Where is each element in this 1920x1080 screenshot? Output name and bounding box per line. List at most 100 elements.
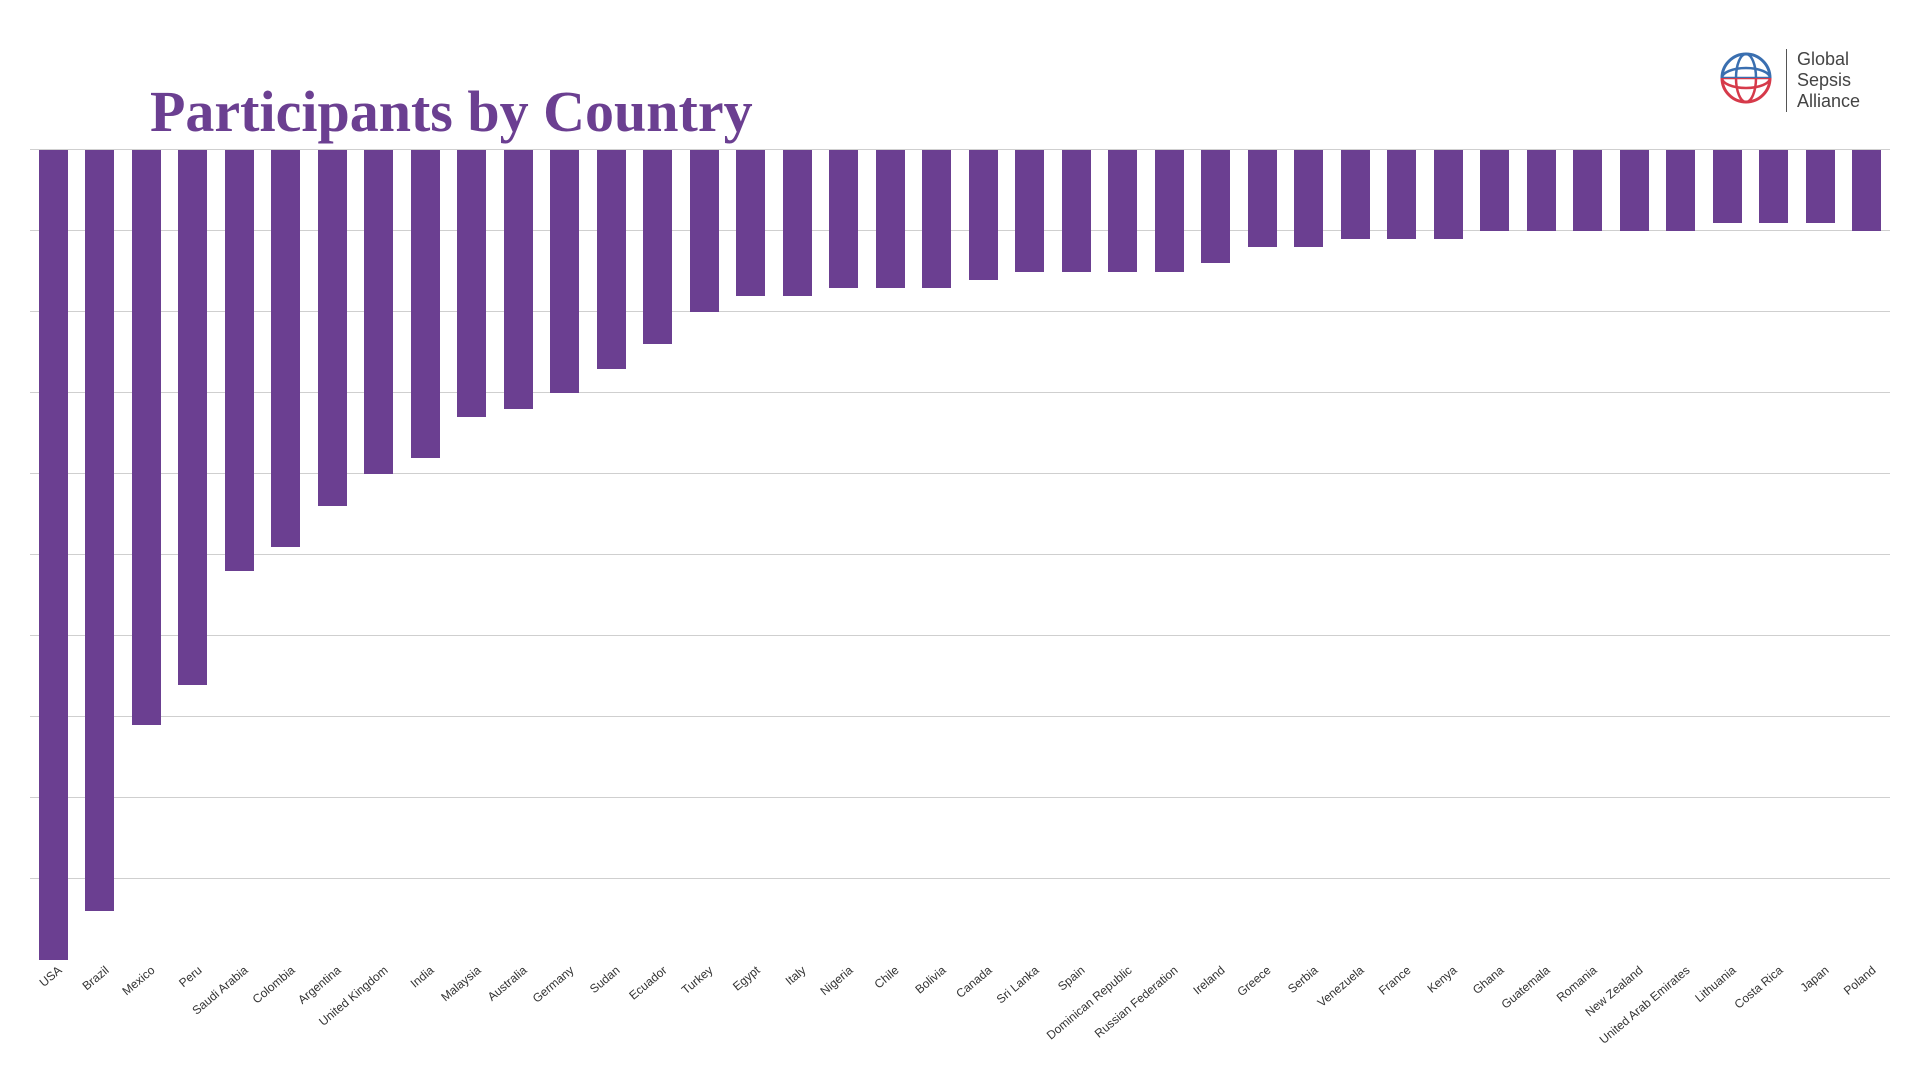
- bar: [783, 150, 812, 296]
- bar-wrap: Chile: [867, 150, 914, 960]
- chart-bars: USABrazilMexicoPeruSaudi ArabiaColombiaA…: [30, 150, 1890, 960]
- bar-wrap: France: [1379, 150, 1426, 960]
- bar-wrap: Sri Lanka: [1007, 150, 1054, 960]
- bar-label: Serbia: [1285, 963, 1321, 996]
- bar: [1434, 150, 1463, 239]
- bar-wrap: New Zealand: [1611, 150, 1658, 960]
- bar-wrap: Australia: [495, 150, 542, 960]
- bar: [1759, 150, 1788, 223]
- bar-wrap: Lithuania: [1704, 150, 1751, 960]
- bar-label: India: [408, 963, 437, 990]
- bar-label: United Arab Emirates: [1596, 963, 1692, 1047]
- bar-label: Sri Lanka: [993, 963, 1041, 1006]
- bar-wrap: Mexico: [123, 150, 170, 960]
- bar-wrap: Argentina: [309, 150, 356, 960]
- bar-wrap: Russian Federation: [1146, 150, 1193, 960]
- bar-label: Ghana: [1470, 963, 1507, 997]
- bar: [1341, 150, 1370, 239]
- bar-wrap: Canada: [960, 150, 1007, 960]
- bar-wrap: Italy: [774, 150, 821, 960]
- bar-wrap: Serbia: [1286, 150, 1333, 960]
- bar: [1201, 150, 1230, 263]
- bar-label: Egypt: [730, 963, 763, 993]
- bar: [271, 150, 300, 547]
- bar-wrap: Kenya: [1425, 150, 1472, 960]
- bar-label: Dominican Republic: [1044, 963, 1135, 1042]
- bar: [1015, 150, 1044, 272]
- globe-icon: [1716, 48, 1776, 113]
- bar: [1108, 150, 1137, 272]
- bar-label: Poland: [1841, 963, 1879, 998]
- brand-logo: Global Sepsis Alliance: [1716, 48, 1860, 113]
- bar-label: Greece: [1235, 963, 1274, 999]
- bar-label: Nigeria: [817, 963, 855, 998]
- slide: Participants by Country: [0, 0, 1920, 1080]
- bar: [1806, 150, 1835, 223]
- bar-wrap: Costa Rica: [1751, 150, 1798, 960]
- bar-label: Ireland: [1190, 963, 1227, 997]
- bar-wrap: Guatemala: [1518, 150, 1565, 960]
- bar: [1480, 150, 1509, 231]
- bar-wrap: Ireland: [1193, 150, 1240, 960]
- bar-wrap: United Arab Emirates: [1658, 150, 1705, 960]
- bar-label: Turkey: [679, 963, 716, 997]
- bar: [39, 150, 68, 960]
- brand-logo-text: Global Sepsis Alliance: [1786, 49, 1860, 111]
- bar-label: Ecuador: [626, 963, 669, 1002]
- bar: [178, 150, 207, 685]
- bar: [364, 150, 393, 474]
- bar-label: Kenya: [1425, 963, 1460, 996]
- bar: [85, 150, 114, 911]
- bar-label: Germany: [530, 963, 577, 1005]
- bar: [1062, 150, 1091, 272]
- bar-label: Mexico: [120, 963, 158, 998]
- bar-wrap: Colombia: [263, 150, 310, 960]
- bar-wrap: Saudi Arabia: [216, 150, 263, 960]
- page-title: Participants by Country: [150, 78, 753, 145]
- bar: [1527, 150, 1556, 231]
- bar: [411, 150, 440, 458]
- bar: [132, 150, 161, 725]
- bar-label: Malaysia: [438, 963, 483, 1004]
- bar: [829, 150, 858, 288]
- bar: [504, 150, 533, 409]
- bar-label: Costa Rica: [1731, 963, 1785, 1011]
- bar-label: France: [1376, 963, 1414, 998]
- bar: [225, 150, 254, 571]
- bar-label: Chile: [872, 963, 902, 991]
- bar-wrap: Poland: [1844, 150, 1891, 960]
- bar-label: Australia: [485, 963, 530, 1004]
- bar-chart: USABrazilMexicoPeruSaudi ArabiaColombiaA…: [30, 150, 1890, 960]
- bar: [922, 150, 951, 288]
- bar: [1294, 150, 1323, 247]
- bar-label: Colombia: [249, 963, 297, 1006]
- bar: [736, 150, 765, 296]
- bar-wrap: Malaysia: [449, 150, 496, 960]
- bar-label: Bolivia: [912, 963, 948, 996]
- bar: [550, 150, 579, 393]
- bar-wrap: India: [402, 150, 449, 960]
- bar-label: Russian Federation: [1092, 963, 1181, 1041]
- bar: [1573, 150, 1602, 231]
- bar: [1620, 150, 1649, 231]
- bar-wrap: Dominican Republic: [1100, 150, 1147, 960]
- bar-wrap: Germany: [542, 150, 589, 960]
- bar-wrap: Ecuador: [635, 150, 682, 960]
- bar-label: Italy: [783, 963, 809, 988]
- bar-label: USA: [37, 963, 65, 990]
- bar-wrap: Bolivia: [914, 150, 961, 960]
- bar-wrap: Nigeria: [821, 150, 868, 960]
- brand-logo-line-3: Alliance: [1797, 91, 1860, 112]
- bar-wrap: Romania: [1565, 150, 1612, 960]
- bar-wrap: Peru: [170, 150, 217, 960]
- bar: [643, 150, 672, 344]
- bar-wrap: Japan: [1797, 150, 1844, 960]
- bar: [876, 150, 905, 288]
- bar-wrap: Ghana: [1472, 150, 1519, 960]
- bar-label: Venezuela: [1315, 963, 1367, 1010]
- brand-logo-line-1: Global: [1797, 49, 1860, 70]
- bar-wrap: Greece: [1239, 150, 1286, 960]
- bar-label: Guatemala: [1499, 963, 1553, 1011]
- bar: [1713, 150, 1742, 223]
- bar-wrap: United Kingdom: [356, 150, 403, 960]
